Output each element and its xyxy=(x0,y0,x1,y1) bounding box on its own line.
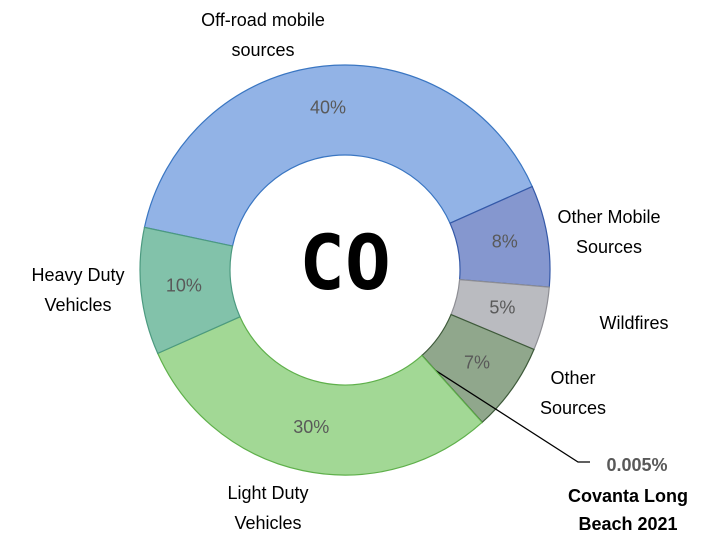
leader-line xyxy=(434,369,590,463)
slice-name: Off-road mobile sources xyxy=(201,10,325,60)
donut-slice xyxy=(139,226,241,355)
center-label: CO xyxy=(299,218,391,307)
slice-value-label: 10% xyxy=(166,276,202,296)
slice-value-label: 7% xyxy=(464,353,490,373)
slice-name: Other Mobile Sources xyxy=(557,207,661,257)
slice-value-label: 0.005% xyxy=(606,455,667,475)
donut-slice xyxy=(156,315,484,476)
slice-value-label: 30% xyxy=(293,417,329,437)
slice-value-label: 5% xyxy=(489,297,515,317)
slice-name: Light Duty Vehicles xyxy=(227,483,309,533)
slice-value-label: 8% xyxy=(492,232,518,252)
donut-slice xyxy=(143,64,534,247)
slice-name: Other Sources xyxy=(539,368,607,418)
slice-name: Wildfires xyxy=(599,313,669,333)
slice-name: Covanta Long Beach 2021 xyxy=(568,486,688,534)
slice-value-label: 40% xyxy=(310,98,346,118)
slice-name: Heavy Duty Vehicles xyxy=(31,265,125,315)
